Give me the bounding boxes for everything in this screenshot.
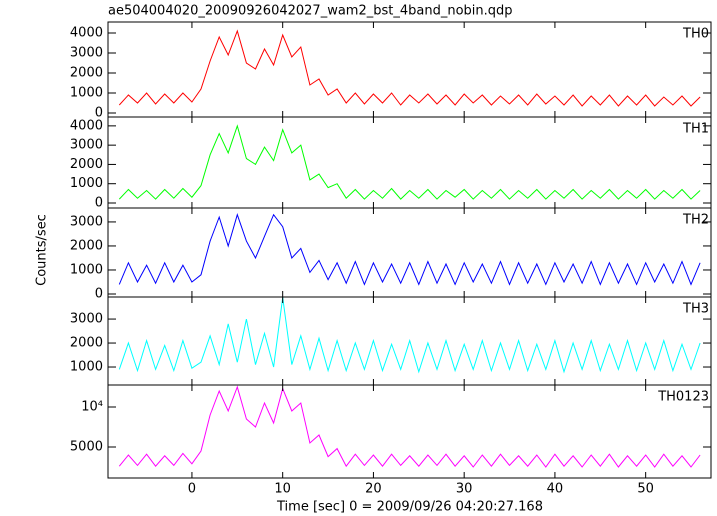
y-tick-label: 0 [95, 286, 103, 301]
y-tick-label: 2000 [70, 66, 103, 81]
y-tick-label: 1000 [70, 262, 103, 277]
light-curve [118, 385, 701, 468]
y-tick-label: 3000 [70, 312, 103, 327]
x-tick-label: 30 [456, 482, 473, 497]
y-tick-label: 0 [95, 106, 103, 121]
panel-frame [107, 116, 712, 209]
light-curve [118, 297, 701, 374]
light-curve [118, 124, 701, 200]
y-tick-label: 1000 [70, 176, 103, 191]
panel-frame [107, 207, 712, 298]
panel-label: TH2 [682, 213, 709, 228]
x-tick-label: 0 [188, 482, 196, 497]
panel-frame [107, 21, 712, 118]
y-tick-label: 3000 [70, 46, 103, 61]
y-tick-label: 5000 [70, 440, 103, 455]
y-tick-label: 1000 [70, 360, 103, 375]
panel-label: TH1 [682, 122, 709, 137]
y-tick-label: 1000 [70, 86, 103, 101]
x-tick-label: 10 [274, 482, 291, 497]
panel-label: TH0123 [657, 390, 709, 405]
x-tick-label: 20 [365, 482, 382, 497]
y-tick-label: 3000 [70, 214, 103, 229]
light-curve [118, 213, 701, 286]
y-axis-label: Counts/sec [35, 214, 50, 286]
panel-label: TH3 [682, 302, 709, 317]
chart-title: ae504004020_20090926042027_wam2_bst_4ban… [108, 4, 513, 19]
y-tick-label: 2000 [70, 336, 103, 351]
x-tick-label: 50 [637, 482, 654, 497]
y-tick-label: 4000 [70, 118, 103, 133]
x-axis-label: Time [sec] 0 = 2009/09/26 04:20:27.168 [276, 500, 543, 515]
y-tick-label: 10⁴ [81, 400, 103, 415]
y-tick-label: 4000 [70, 26, 103, 41]
x-tick-label: 40 [547, 482, 564, 497]
y-tick-label: 2000 [70, 157, 103, 172]
panel-label: TH0 [682, 27, 709, 42]
y-tick-label: 0 [95, 195, 103, 210]
light-curve [118, 29, 701, 107]
y-tick-label: 2000 [70, 238, 103, 253]
y-tick-label: 3000 [70, 138, 103, 153]
panel-frame [107, 384, 712, 479]
